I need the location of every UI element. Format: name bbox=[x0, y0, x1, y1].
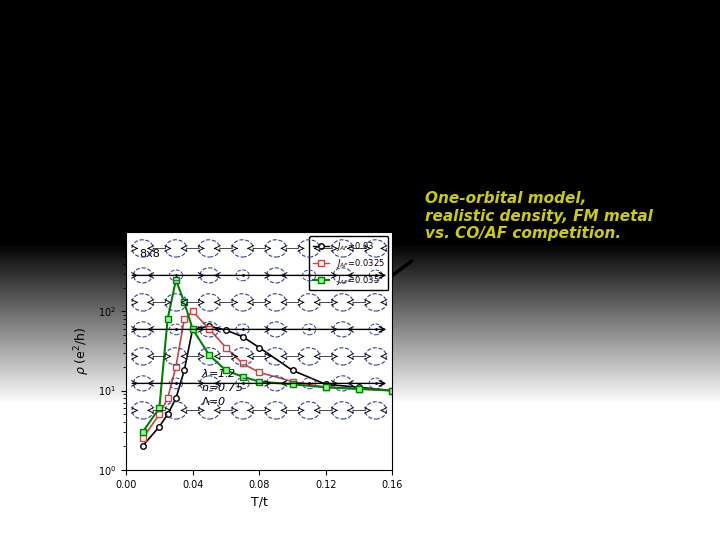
X-axis label: T/t: T/t bbox=[251, 495, 268, 508]
Legend: $J_{AF}$=0.03, $J_{AF}$=0.0325, $J_{AF}$=0.035: $J_{AF}$=0.03, $J_{AF}$=0.0325, $J_{AF}$… bbox=[309, 237, 388, 291]
Text: 8x8: 8x8 bbox=[140, 249, 160, 259]
Text: Recent results, involving two phases: Recent results, involving two phases bbox=[0, 30, 720, 68]
Text: $\lambda$=1.2
$n$=0.75
$\Lambda$=0: $\lambda$=1.2 $n$=0.75 $\Lambda$=0 bbox=[201, 367, 243, 407]
Text: with different spin/charge order.: with different spin/charge order. bbox=[4, 73, 716, 111]
Text: One-orbital model,
realistic density, FM metal
vs. CO/AF competition.: One-orbital model, realistic density, FM… bbox=[425, 191, 652, 241]
Y-axis label: $\rho$ (e$^2$/h): $\rho$ (e$^2$/h) bbox=[73, 327, 92, 375]
